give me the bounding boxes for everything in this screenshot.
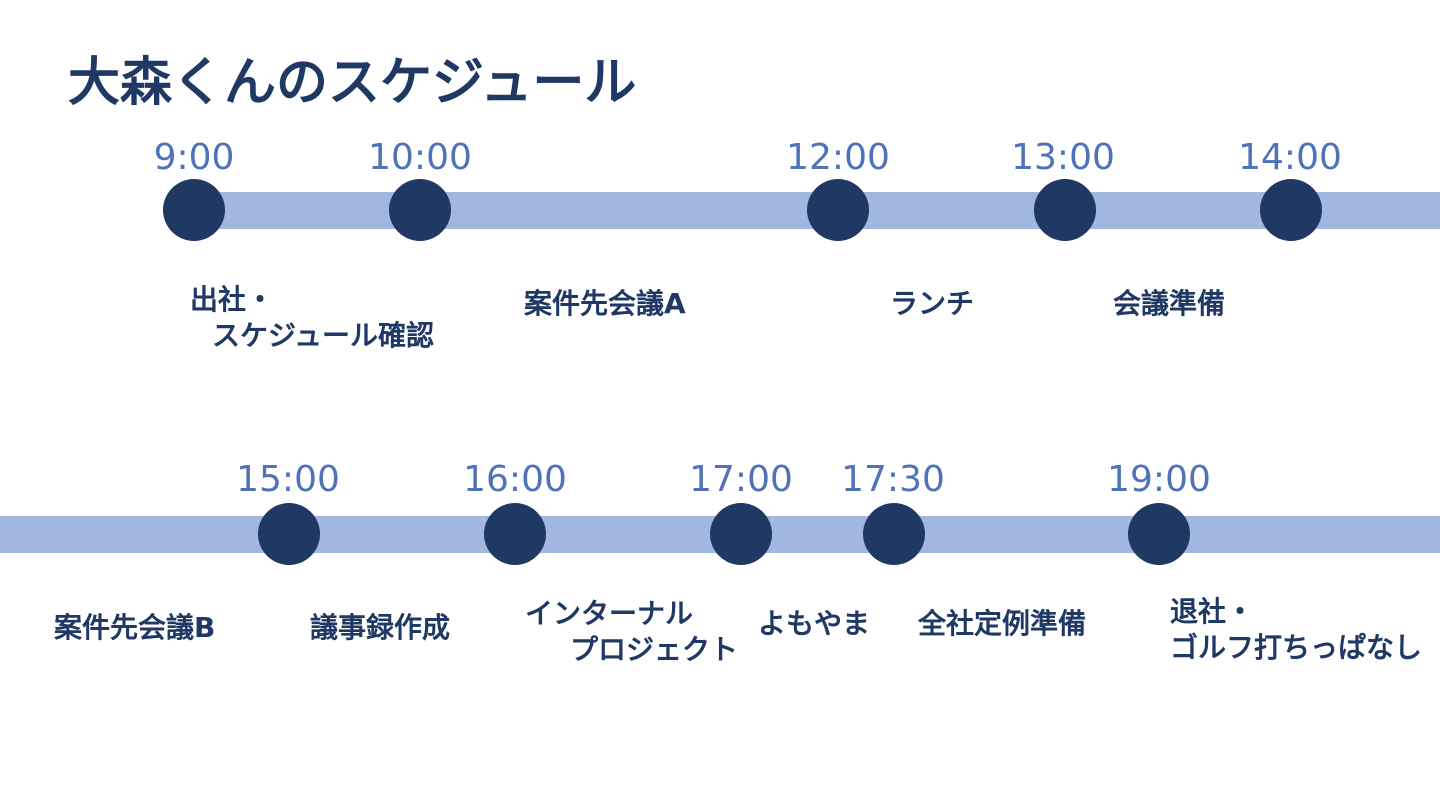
time-marker (1260, 179, 1322, 241)
time-marker (484, 503, 546, 565)
event-label: 退社・ ゴルフ打ちっぱなし (1170, 595, 1423, 664)
time-marker (863, 503, 925, 565)
event-label: 議事録作成 (310, 611, 451, 644)
time-label: 13:00 (1011, 137, 1115, 178)
time-label: 9:00 (153, 137, 235, 178)
event-label: 案件先会議A (524, 287, 686, 320)
time-label: 17:00 (689, 459, 793, 500)
time-label: 14:00 (1238, 137, 1342, 178)
time-label: 10:00 (368, 137, 472, 178)
event-label: 出社・ スケジュール確認 (190, 283, 435, 352)
time-marker (1128, 503, 1190, 565)
time-marker (807, 179, 869, 241)
time-marker (1034, 179, 1096, 241)
event-label: よもやま (758, 607, 871, 640)
time-marker (710, 503, 772, 565)
timeline-row-1: 9:00 10:00 12:00 13:00 14:00 出社・ スケジュール確… (0, 0, 1440, 352)
time-marker (389, 179, 451, 241)
time-label: 15:00 (236, 459, 340, 500)
time-label: 19:00 (1107, 459, 1211, 500)
event-label: 会議準備 (1113, 287, 1226, 320)
timeline-row-2: 15:00 16:00 17:00 17:30 19:00 案件先会議B 議事録… (0, 0, 1440, 666)
event-label: 案件先会議B (54, 611, 216, 644)
event-label: ランチ (890, 287, 975, 320)
time-label: 17:30 (841, 459, 945, 500)
time-label: 16:00 (463, 459, 567, 500)
page-title: 大森くんのスケジュール (68, 53, 637, 113)
time-label: 12:00 (786, 137, 890, 178)
time-marker (258, 503, 320, 565)
event-label: 全社定例準備 (918, 607, 1087, 640)
event-label: インターナル プロジェクト (525, 597, 739, 666)
time-marker (163, 179, 225, 241)
